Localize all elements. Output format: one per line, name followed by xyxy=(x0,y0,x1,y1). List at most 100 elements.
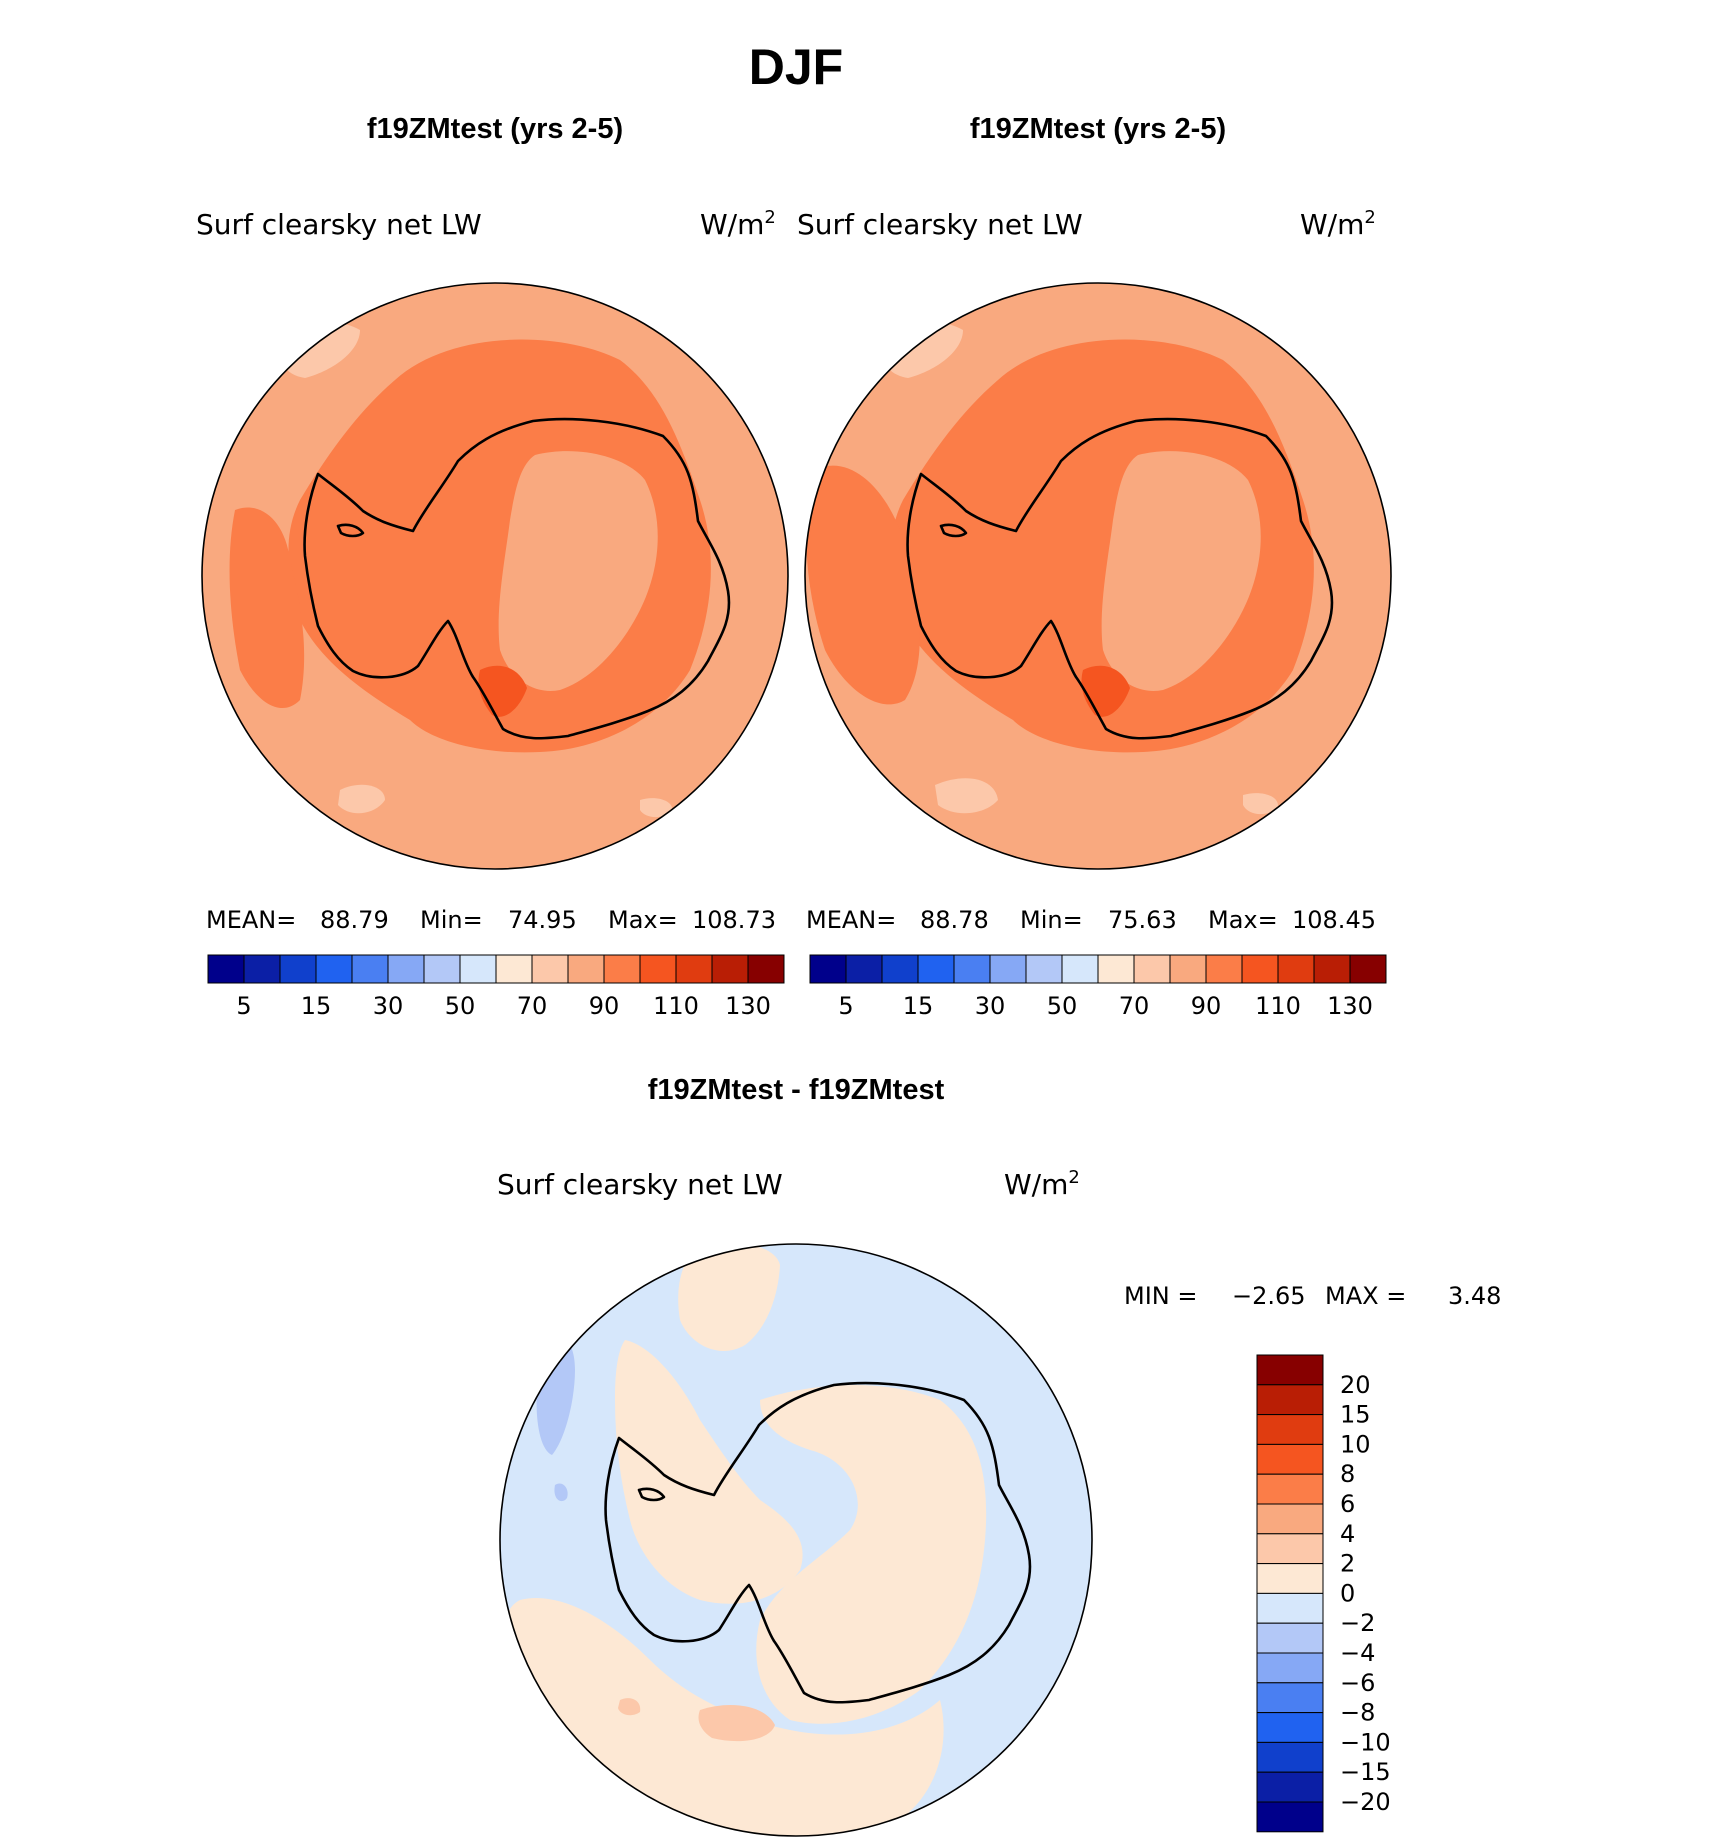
panel-3-colorbar-tick: −15 xyxy=(1340,1758,1391,1786)
panel-3-colorbar-tick: 4 xyxy=(1340,1520,1355,1548)
panel-2-colorbar-box xyxy=(1313,954,1351,984)
panel-3-colorbar-box xyxy=(1256,1592,1324,1624)
panel-3-colorbar-box xyxy=(1256,1622,1324,1654)
panel-3-colorbar-tick: −4 xyxy=(1340,1639,1375,1667)
panel-3-colorbar-box xyxy=(1256,1473,1324,1505)
panel-1-min-value: 74.95 xyxy=(508,906,577,934)
panel-1-max-label: Max= xyxy=(608,906,678,934)
panel-3-colorbar-box xyxy=(1256,1354,1324,1386)
panel-2-units-base: W/m xyxy=(1300,208,1364,241)
panel-3-units-base: W/m xyxy=(1004,1168,1068,1201)
panel-3-units: W/m2 xyxy=(1004,1167,1080,1201)
panel-2-units: W/m2 xyxy=(1300,207,1376,241)
panel-1-colorbar-box xyxy=(711,954,749,984)
panel-1-colorbar-tick: 15 xyxy=(301,992,332,1020)
panel-2-min-label: Min= xyxy=(1020,906,1083,934)
panel-2-mean-label: MEAN= xyxy=(806,906,896,934)
panel-2-colorbar-tick: 110 xyxy=(1255,992,1301,1020)
panel-1-colorbar-box xyxy=(675,954,713,984)
panel-1-colorbar-tick: 70 xyxy=(517,992,548,1020)
panel-2-colorbar-box xyxy=(917,954,955,984)
panel-1-colorbar-box xyxy=(459,954,497,984)
panel-1-colorbar-box xyxy=(279,954,317,984)
panel-3-region-pos-2 xyxy=(698,1705,775,1742)
panel-2-colorbar-box xyxy=(1169,954,1207,984)
panel-3-colorbar-tick: 6 xyxy=(1340,1490,1355,1518)
panel-2-min-value: 75.63 xyxy=(1108,906,1177,934)
panel-1-colorbar-tick: 5 xyxy=(236,992,251,1020)
panel-3-colorbar-box xyxy=(1256,1384,1324,1416)
panel-2-colorbar-box xyxy=(1061,954,1099,984)
panel-3-map xyxy=(500,1244,1092,1836)
panel-1-colorbar-box xyxy=(207,954,245,984)
panel-1-colorbar-box xyxy=(531,954,569,984)
panel-3-colorbar-box xyxy=(1256,1682,1324,1714)
panel-2-colorbar-box xyxy=(1349,954,1387,984)
panel-3-colorbar-box xyxy=(1256,1443,1324,1475)
panel-2-colorbar-tick: 30 xyxy=(975,992,1006,1020)
panel-3-colorbar-tick: −20 xyxy=(1340,1788,1391,1816)
panel-1-variable: Surf clearsky net LW xyxy=(196,208,482,241)
panel-1-colorbar-box xyxy=(567,954,605,984)
panel-1-units-sup: 2 xyxy=(764,207,775,228)
panel-1-title: f19ZMtest (yrs 2-5) xyxy=(367,113,623,145)
figure-title: DJF xyxy=(749,39,843,95)
panel-1-units-base: W/m xyxy=(700,208,764,241)
panel-1-colorbar-tick: 130 xyxy=(725,992,771,1020)
panel-1-max-value: 108.73 xyxy=(692,906,776,934)
panel-1-colorbar-box xyxy=(639,954,677,984)
panel-1-map-border xyxy=(201,282,789,870)
panel-1-stats: MEAN= 88.79 Min= 74.95 Max= 108.73 xyxy=(206,906,776,934)
panel-1-colorbar-tick: 90 xyxy=(589,992,620,1020)
panel-2-colorbar-tick: 5 xyxy=(838,992,853,1020)
panel-2-colorbar-box xyxy=(989,954,1027,984)
panel-1-colorbar-box xyxy=(423,954,461,984)
panel-2-stats: MEAN= 88.78 Min= 75.63 Max= 108.45 xyxy=(806,906,1376,934)
panel-1-region-low-2 xyxy=(338,784,385,814)
panel-2-colorbar-box xyxy=(1097,954,1135,984)
panel-3-colorbar-tick: −2 xyxy=(1340,1609,1375,1637)
panel-3-min-value: −2.65 xyxy=(1232,1282,1306,1310)
panel-1-mean-label: MEAN= xyxy=(206,906,296,934)
panel-3-colorbar-box xyxy=(1256,1712,1324,1743)
panel-3-colorbar-box xyxy=(1256,1652,1324,1684)
panel-3-min-label: MIN = xyxy=(1124,1282,1197,1310)
panel-3: f19ZMtest - f19ZMtest Surf clearsky net … xyxy=(497,1074,1501,1837)
panel-2-colorbar-box xyxy=(1133,954,1171,984)
panel-2-colorbar-box xyxy=(881,954,919,984)
panel-2-colorbar-tick: 50 xyxy=(1047,992,1078,1020)
panel-3-colorbar-tick: 20 xyxy=(1340,1371,1371,1399)
panel-1-colorbar-box xyxy=(351,954,389,984)
panel-1-map xyxy=(202,283,788,869)
panel-3-colorbar-tick: −6 xyxy=(1340,1669,1375,1697)
panel-2-mean-value: 88.78 xyxy=(920,906,989,934)
panel-1-colorbar-box xyxy=(243,954,281,984)
panel-3-stats: MIN = −2.65 MAX = 3.48 xyxy=(1124,1282,1501,1310)
panel-2-region-low-3 xyxy=(1243,793,1279,815)
panel-3-colorbar-tick: 2 xyxy=(1340,1550,1355,1578)
panel-2-colorbar-box xyxy=(1205,954,1243,984)
panel-1-colorbar-tick: 110 xyxy=(653,992,699,1020)
panel-2-variable: Surf clearsky net LW xyxy=(797,208,1083,241)
panel-1-region-west xyxy=(229,507,305,709)
panel-1-colorbar-box xyxy=(315,954,353,984)
panel-1-colorbar: 5 15 30 50 70 90 110 130 xyxy=(207,954,785,1020)
panel-1-colorbar-tick: 30 xyxy=(373,992,404,1020)
panel-3-title: f19ZMtest - f19ZMtest xyxy=(648,1074,945,1106)
panel-3-region-pos-3 xyxy=(618,1698,641,1716)
panel-3-region-neg-2 xyxy=(554,1483,568,1502)
panel-1-colorbar-box xyxy=(495,954,533,984)
panel-2-region-plateau xyxy=(1101,451,1261,691)
panel-2-colorbar-tick: 130 xyxy=(1327,992,1373,1020)
panel-2-units-sup: 2 xyxy=(1364,207,1375,228)
panel-2-colorbar-box xyxy=(1241,954,1279,984)
panel-2-max-value: 108.45 xyxy=(1292,906,1376,934)
panel-3-colorbar-tick: 10 xyxy=(1340,1430,1371,1458)
panel-1: f19ZMtest (yrs 2-5) Surf clearsky net LW… xyxy=(196,113,789,1020)
panel-2-max-label: Max= xyxy=(1208,906,1278,934)
panel-1-region-low-3 xyxy=(640,798,673,818)
panel-1-colorbar-box xyxy=(603,954,641,984)
panel-2-title: f19ZMtest (yrs 2-5) xyxy=(970,113,1226,145)
panel-3-colorbar-tick: 0 xyxy=(1340,1579,1355,1607)
